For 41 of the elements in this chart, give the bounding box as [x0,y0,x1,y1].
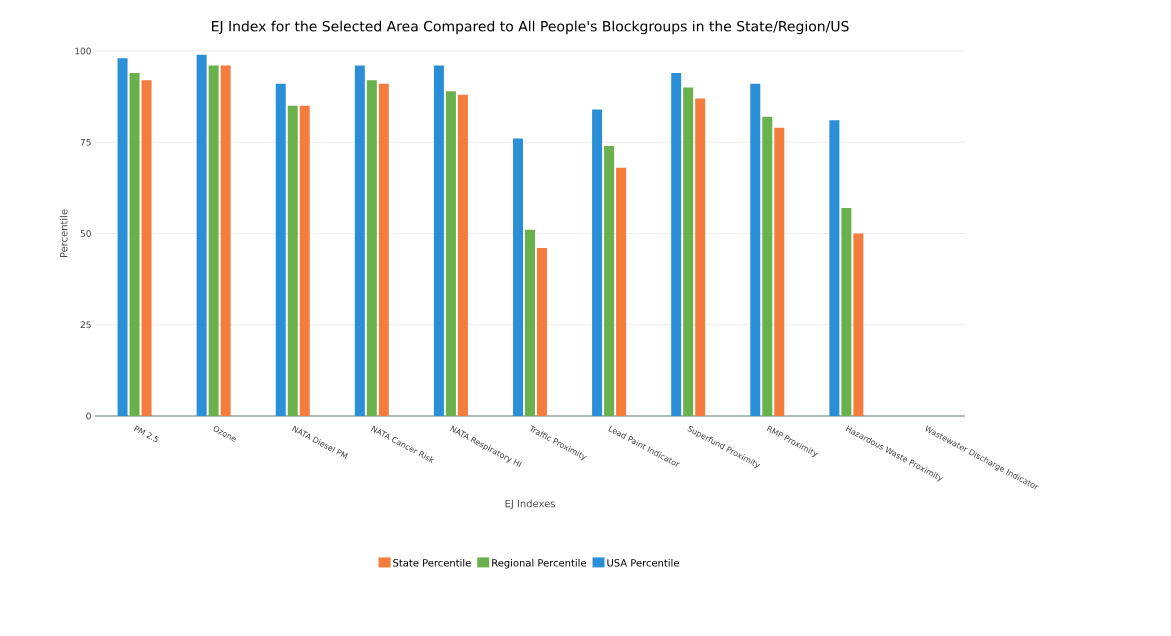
bar [445,91,456,416]
bar [695,98,706,416]
bar [774,127,785,416]
y-tick-label: 75 [80,138,91,146]
bar [299,105,310,416]
legend-label: USA Percentile [607,558,679,567]
bar [829,120,840,416]
bar [378,83,389,416]
y-tick-label: 0 [86,412,91,420]
bar [683,87,694,416]
bar [275,83,286,416]
bar [457,94,468,416]
bar [196,54,207,416]
bar [208,65,219,416]
bar [220,65,231,416]
bar [525,229,536,416]
bar [287,105,298,416]
bar [592,109,603,416]
chart-title: EJ Index for the Selected Area Compared to All People's Blockgroups in the State/Region/US [212,20,849,35]
bar [141,80,152,416]
bar [537,248,548,416]
bar [513,138,523,416]
y-tick-label: 25 [80,321,91,329]
x-axis-title: EJ Indexes [505,499,555,510]
bar [604,145,615,416]
legend-label: Regional Percentile [492,558,587,569]
legend-label: State Percentile [393,558,471,567]
bar [129,72,140,416]
y-tick-label: 50 [80,230,91,237]
y-axis-title: Percentile [59,209,68,258]
bar [354,65,365,416]
bar [671,72,682,416]
bar [750,83,761,416]
bar [853,233,864,416]
bar [616,167,627,416]
bar [117,58,128,416]
y-tick-label: 100 [75,47,91,55]
bar [762,116,773,416]
bar [433,65,444,416]
bar [366,80,377,416]
bar [841,207,852,416]
